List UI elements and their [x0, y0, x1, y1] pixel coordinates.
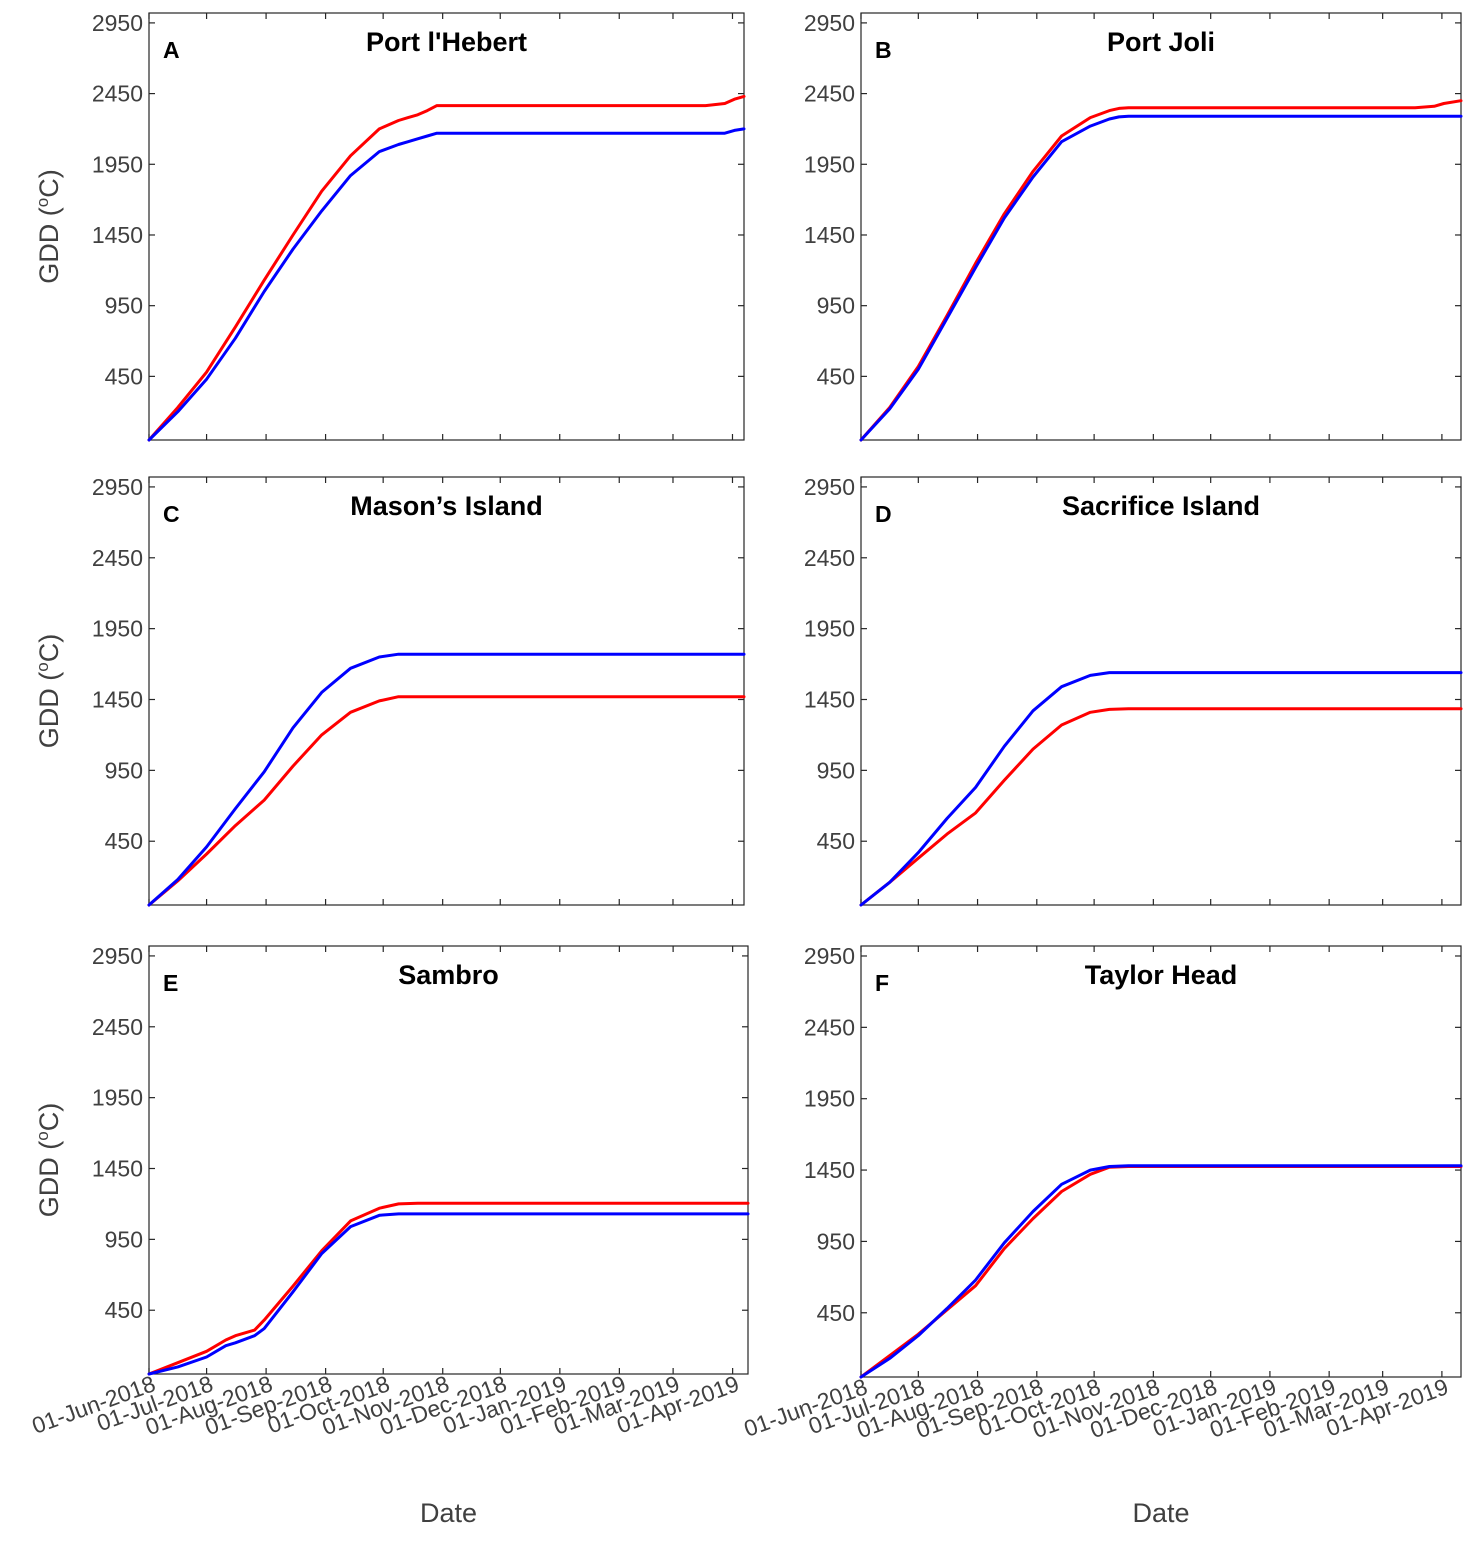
series-line-red: [147, 695, 746, 907]
panel-letter: B: [875, 37, 892, 63]
panel-title: Mason’s Island: [350, 491, 543, 521]
y-tick-label: 2450: [804, 81, 855, 107]
y-axis-title-suffix: C): [34, 634, 64, 663]
y-tick-label: 1450: [92, 687, 143, 713]
y-tick-label: 2950: [804, 943, 855, 969]
y-tick-label: 950: [105, 1226, 143, 1252]
y-tick-label: 950: [817, 757, 855, 783]
y-tick-label: 1450: [92, 222, 143, 248]
y-tick-label: 2950: [92, 474, 143, 500]
series-line-blue: [147, 127, 746, 442]
y-tick-label: 2450: [804, 545, 855, 571]
panel-letter: E: [163, 970, 178, 996]
y-tick-label: 450: [105, 1297, 143, 1323]
panels-group: 450 950 1450 1950 2450 2950 Port l'Hebert A GDD …: [28, 10, 1463, 1528]
panel-title: Port l'Hebert: [366, 27, 527, 57]
y-axis-title-prefix: GDD (: [34, 672, 64, 749]
panel-f: 450950145019502450295001-Jun-201801-Jul-…: [740, 943, 1463, 1528]
y-axis-title: GDD (oC): [33, 634, 64, 748]
y-tick-label: 450: [817, 363, 855, 389]
y-axis-title-suffix: C): [34, 1103, 64, 1132]
series-line-blue: [859, 1164, 1463, 1379]
panel-c: 450 950 1450 1950 2450 2950 Mason’s Island C GDD…: [33, 474, 746, 907]
series-line-red: [147, 94, 746, 442]
y-tick-label: 1950: [804, 1086, 855, 1112]
series-line-red: [147, 1201, 750, 1376]
series-line-red: [859, 707, 1463, 907]
x-axis-title: Date: [420, 1498, 477, 1528]
y-tick-label: 1450: [804, 687, 855, 713]
y-tick-label: 2950: [804, 10, 855, 36]
axes-frame: [860, 476, 1462, 906]
y-axis-title-prefix: GDD (: [34, 207, 64, 284]
y-tick-label: 1950: [804, 616, 855, 642]
series-line-red: [859, 99, 1463, 442]
y-tick-label: 450: [105, 828, 143, 854]
y-tick-label: 1950: [92, 151, 143, 177]
y-axis-title-superscript: o: [33, 662, 52, 671]
panel-a: 450 950 1450 1950 2450 2950 Port l'Hebert A GDD …: [33, 10, 746, 442]
panel-title: Sacrifice Island: [1062, 491, 1260, 521]
series-line-blue: [859, 114, 1463, 442]
y-tick-label: 950: [105, 757, 143, 783]
panel-b: 450 950 1450 1950 2450 2950 Port Joli B: [804, 10, 1463, 442]
y-tick-label: 450: [817, 1300, 855, 1326]
y-axis-title-superscript: o: [33, 1131, 52, 1140]
axes-frame: [148, 945, 749, 1375]
y-tick-label: 450: [817, 828, 855, 854]
panel-letter: D: [875, 501, 892, 527]
y-axis-title-suffix: C): [34, 169, 64, 198]
x-axis-title: Date: [1132, 1498, 1189, 1528]
axes-frame: [148, 12, 745, 441]
y-axis-title-prefix: GDD (: [34, 1141, 64, 1218]
axes-frame: [860, 12, 1462, 441]
y-tick-label: 950: [817, 293, 855, 319]
panel-e: 450950145019502450295001-Jun-201801-Jul-…: [28, 943, 750, 1528]
y-tick-label: 2450: [92, 81, 143, 107]
y-tick-label: 1450: [804, 1157, 855, 1183]
y-axis-title-superscript: o: [33, 198, 52, 207]
y-tick-label: 450: [105, 363, 143, 389]
panel-title: Port Joli: [1107, 27, 1215, 57]
axes-frame: [148, 476, 745, 906]
y-tick-label: 950: [105, 293, 143, 319]
panel-title: Taylor Head: [1085, 960, 1238, 990]
axes-frame: [860, 945, 1462, 1378]
y-tick-label: 950: [817, 1228, 855, 1254]
y-tick-label: 2950: [92, 10, 143, 36]
y-tick-label: 1950: [92, 616, 143, 642]
y-tick-label: 2450: [804, 1014, 855, 1040]
series-line-red: [859, 1165, 1463, 1379]
y-axis-title: GDD (oC): [33, 169, 64, 283]
y-axis-title: GDD (oC): [33, 1103, 64, 1217]
panel-letter: C: [163, 501, 180, 527]
y-tick-label: 2950: [92, 943, 143, 969]
series-line-blue: [147, 1212, 750, 1376]
y-tick-label: 1950: [804, 151, 855, 177]
series-line-blue: [147, 652, 746, 907]
y-tick-label: 2950: [804, 474, 855, 500]
y-tick-label: 1450: [804, 222, 855, 248]
panel-letter: A: [163, 37, 180, 63]
y-tick-label: 1950: [92, 1085, 143, 1111]
panel-letter: F: [875, 970, 889, 996]
y-tick-label: 2450: [92, 1014, 143, 1040]
y-tick-label: 2450: [92, 545, 143, 571]
series-line-blue: [859, 671, 1463, 907]
panel-title: Sambro: [398, 960, 499, 990]
y-tick-label: 1450: [92, 1156, 143, 1182]
panel-d: 450 950 1450 1950 2450 2950 Sacrifice Island D: [804, 474, 1463, 907]
